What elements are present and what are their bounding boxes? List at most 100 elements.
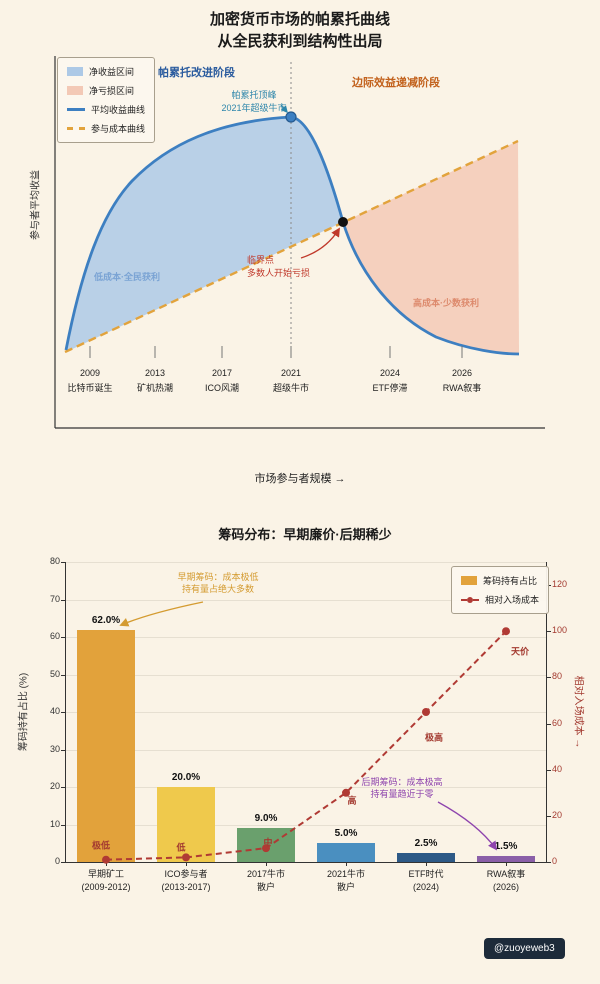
legend-label: 净亏损区间 <box>89 86 135 96</box>
y-tickmark-left <box>61 787 66 788</box>
y-tick-right: 60 <box>552 717 563 728</box>
y-tickmark-left <box>61 674 66 676</box>
y-tickmark-left <box>61 824 66 826</box>
bar-2021牛市 <box>317 843 375 862</box>
gridline <box>66 824 546 826</box>
y-tick-left: 30 <box>49 743 60 754</box>
bar-value-label: 9.0% <box>254 813 278 825</box>
y-tickmark-right <box>546 723 551 725</box>
x-tickmark <box>506 862 507 866</box>
peak-annotation-arrow <box>280 104 288 114</box>
cost-point <box>102 855 110 864</box>
cost-level-label: 天价 <box>510 646 530 657</box>
gridline <box>66 599 546 601</box>
pareto-curve-plot <box>54 56 545 429</box>
phase-label-improvement: 帕累托改进阶段 <box>158 67 235 79</box>
cost-level-label: 中 <box>263 837 273 848</box>
y-tick-right: 100 <box>552 625 568 636</box>
net-loss-swatch <box>67 86 83 95</box>
y-tick-right: 0 <box>552 856 558 866</box>
legend-label: 净收益区间 <box>89 67 135 77</box>
gridline <box>66 562 546 563</box>
cost-point <box>262 844 270 853</box>
bar-ETF时代 <box>397 852 455 862</box>
x-tick-marks <box>89 346 463 358</box>
x-tick-2009: 2009 比特币诞生 <box>67 368 113 393</box>
critical-annotation: 临界点 多数人开始亏损 <box>247 255 311 278</box>
net-loss-region <box>343 141 519 354</box>
top-chart-subtitle: 从全民获利到结构性出局 <box>217 33 383 50</box>
x-category-label: ICO参与者 (2013-2017) <box>161 869 211 892</box>
y-tickmark-right <box>546 769 551 771</box>
x-tick-2026: 2026 RWA叙事 <box>442 368 482 393</box>
distribution-plot: 0 10 20 30 40 50 60 70 80 0 20 40 60 80 100 120 62.0% 早期矿… <box>50 556 567 892</box>
cost-level-label: 高 <box>347 795 357 806</box>
gridline <box>66 787 546 788</box>
x-tick-2013: 2013 矿机热潮 <box>136 368 174 393</box>
top-chart-ylabel: 参与者平均收益 <box>30 170 42 240</box>
top-chart-title: 加密货币市场的帕累托曲线 <box>209 11 390 28</box>
x-tick-2021: 2021 超级牛市 <box>272 368 310 393</box>
legend-item-net-loss: 净亏损区间 <box>67 84 145 97</box>
net-gain-region <box>66 117 343 352</box>
y-tickmark-left <box>61 599 66 601</box>
peak-annotation: 帕累托顶峰 2021年超级牛市 <box>221 90 287 113</box>
y-tick-left: 70 <box>49 593 60 604</box>
y-tickmark-left <box>61 862 66 863</box>
y-tick-left: 50 <box>49 668 60 679</box>
x-tickmark <box>186 862 187 866</box>
y-tick-right: 40 <box>552 763 563 774</box>
bar-早期矿工 <box>77 629 135 862</box>
bar-value-label: 62.0% <box>91 614 121 626</box>
bar-ICO参与者 <box>157 787 215 862</box>
y-tickmark-right <box>546 815 551 817</box>
y-tickmark-left <box>61 562 66 563</box>
y-tick-left: 20 <box>49 781 60 791</box>
net-gain-swatch <box>67 67 83 76</box>
cost-point <box>342 788 350 797</box>
x-tick-2017: 2017 ICO风潮 <box>204 368 240 393</box>
entry-cost-line <box>102 627 510 864</box>
high-cost-region-label: 高成本·少数获利 <box>413 298 479 308</box>
bottom-chart-legend: 筹码持有占比 相对入场成本 <box>451 566 550 614</box>
top-chart-xlabel: 市场参与者规模 → <box>254 473 346 485</box>
early-chips-annotation: 早期筹码：成本极低 持有量占绝大多数 <box>177 572 259 594</box>
y-tick-left: 80 <box>49 556 60 566</box>
watermark-badge: @zuoyeweb3 <box>484 938 565 959</box>
x-tickmark <box>266 862 267 866</box>
cost-point <box>502 627 510 636</box>
cost-level-label: 极高 <box>424 732 444 743</box>
top-chart-legend: 净收益区间 净亏损区间 平均收益曲线 参与成本曲线 <box>57 57 156 143</box>
y-tickmark-right <box>546 862 551 863</box>
y-tickmark-left <box>61 712 66 713</box>
return-curve <box>64 115 520 356</box>
bottom-chart-ylabel-right: 相对入场成本 → <box>572 675 584 749</box>
y-tick-left: 60 <box>49 631 60 641</box>
entry-cost-swatch <box>461 596 479 603</box>
bar-value-label: 5.0% <box>334 828 358 840</box>
legend-label: 平均收益曲线 <box>91 105 146 115</box>
bar-value-label: 20.0% <box>171 772 201 783</box>
bottom-chart-title: 筹码分布：早期廉价·后期稀少 <box>218 527 392 542</box>
peak-point <box>285 111 297 123</box>
x-category-label: ETF时代 (2024) <box>408 869 444 892</box>
cost-curve <box>64 139 519 354</box>
y-tick-left: 40 <box>49 706 60 716</box>
bottom-chart-ylabel-left: 筹码持有占比 (%) <box>18 672 30 752</box>
y-tickmark-right <box>546 677 551 679</box>
phase-label-diminishing: 边际效益递减阶段 <box>352 77 440 89</box>
y-tick-right: 20 <box>552 809 563 820</box>
bar-value-label: 2.5% <box>414 837 438 849</box>
y-tick-right: 80 <box>552 671 563 682</box>
legend-item-holdings: 筹码持有占比 <box>461 574 539 587</box>
low-cost-region-label: 低成本·全民获利 <box>94 272 160 282</box>
x-tickmark <box>106 862 107 866</box>
legend-item-net-gain: 净收益区间 <box>67 65 145 78</box>
critical-annotation-arrow <box>300 227 340 259</box>
legend-item-return-curve: 平均收益曲线 <box>67 103 145 116</box>
gridline <box>66 749 546 751</box>
legend-item-entry-cost: 相对入场成本 <box>461 593 539 606</box>
holdings-swatch <box>461 576 477 585</box>
return-curve-swatch <box>67 108 85 111</box>
